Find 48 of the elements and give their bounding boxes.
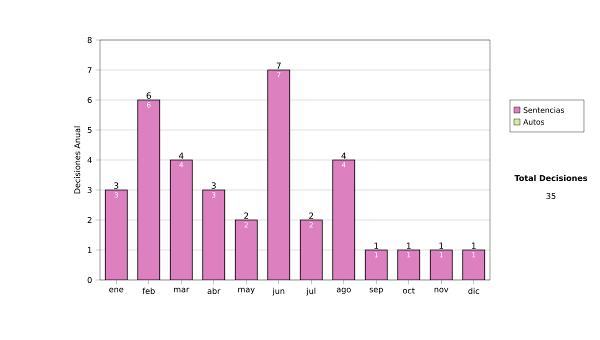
x-tick-label: jul (306, 288, 316, 296)
x-tick-label: abr (208, 288, 220, 294)
y-tick-label: 2 (88, 217, 92, 223)
total-label: 4 (341, 152, 346, 159)
text: Total Decisiones (514, 174, 588, 182)
bar (202, 190, 225, 280)
total-label: 1 (472, 242, 476, 249)
total-label: 2 (244, 212, 248, 219)
y-axis-title: Decisiones Anual (74, 126, 80, 194)
y-tick-label: 0 (88, 276, 92, 284)
x-tick-label: ago (336, 288, 351, 294)
bar (138, 100, 160, 280)
y-tick-label: 3 (88, 186, 92, 194)
bar (398, 250, 420, 280)
y-tick-label: 6 (88, 96, 92, 104)
x-tick-label: may (238, 288, 255, 294)
x-tick-label: nov (434, 288, 448, 292)
bar (332, 160, 355, 280)
y-tick-label: 8 (88, 36, 92, 44)
total-label: 7 (276, 62, 281, 69)
text: 35 (546, 192, 556, 200)
total-label: 1 (374, 242, 378, 249)
x-tick-label: oct (402, 288, 415, 294)
x-tick-label: jun (272, 288, 284, 296)
total-label: 1 (439, 242, 444, 249)
total-label: 4 (178, 152, 184, 159)
y-tick-label: 4 (88, 157, 92, 163)
x-tick-label: feb (142, 288, 155, 294)
bar (430, 250, 452, 280)
y-tick-label: 5 (88, 127, 92, 133)
bar (170, 160, 192, 280)
y-tick-label: 7 (88, 67, 92, 73)
x-tick-label: sep (370, 288, 383, 294)
x-tick-label: ene (109, 288, 124, 292)
total-label: 6 (146, 92, 151, 99)
total-label: 2 (309, 212, 314, 219)
total-label: 3 (114, 182, 118, 189)
bar (365, 250, 388, 280)
bar (300, 220, 322, 280)
bar (268, 70, 290, 280)
bar (105, 190, 128, 280)
x-tick-label: dic (468, 288, 480, 294)
y-tick-label: 1 (88, 247, 92, 253)
bar (462, 250, 486, 280)
x-tick-label: mar (174, 288, 190, 292)
total-label: 1 (406, 242, 411, 249)
total-label: 3 (212, 182, 216, 189)
bar (235, 220, 258, 280)
